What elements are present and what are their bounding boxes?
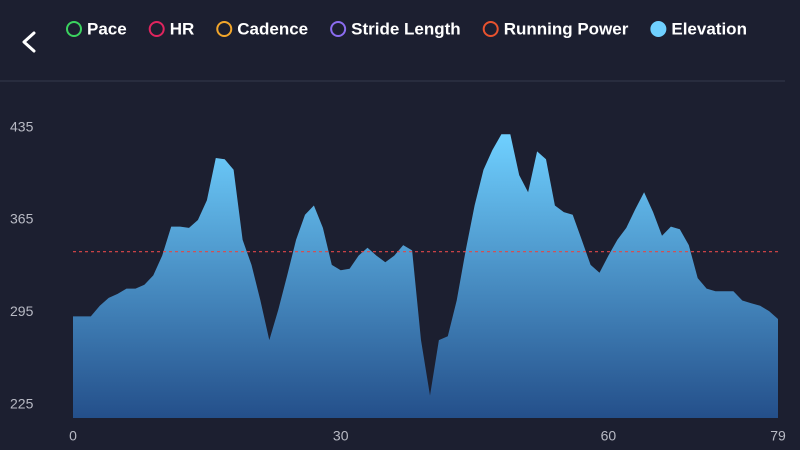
legend-item[interactable]: Pace	[66, 19, 127, 38]
legend-item[interactable]: HR	[148, 19, 195, 38]
y-tick-label: 295	[10, 303, 34, 319]
legend-item[interactable]: Stride Length	[330, 19, 461, 38]
x-tick-label: 60	[601, 428, 617, 444]
x-tick-label: 0	[69, 428, 77, 444]
legend-marker	[650, 21, 667, 37]
legend-label: HR	[170, 19, 195, 38]
y-tick-label: 365	[10, 211, 34, 227]
legend-label: Stride Length	[351, 19, 461, 38]
legend-marker	[330, 21, 347, 37]
legend-item[interactable]: Running Power	[482, 19, 629, 38]
back-button[interactable]	[22, 31, 36, 53]
x-tick-label: 30	[333, 428, 349, 444]
legend-label: Cadence	[237, 19, 308, 38]
legend-marker	[66, 21, 82, 37]
legend-marker	[148, 21, 165, 37]
x-tick-label: 79	[770, 428, 786, 444]
y-tick-label: 225	[10, 396, 34, 412]
plot: 225 295 365 435 0 30 60 79	[10, 118, 786, 443]
legend-label: Pace	[87, 19, 127, 38]
legend-label: Running Power	[504, 19, 629, 38]
legend-item[interactable]: Cadence	[216, 19, 308, 38]
legend-marker	[482, 21, 499, 37]
legend-label: Elevation	[671, 19, 747, 38]
legend-item[interactable]: Elevation	[650, 19, 747, 38]
legend: Pace HR Cadence Stride Length Running Power E…	[66, 19, 747, 38]
y-tick-label: 435	[10, 118, 34, 134]
elevation-area	[73, 134, 778, 418]
legend-marker	[216, 21, 233, 37]
